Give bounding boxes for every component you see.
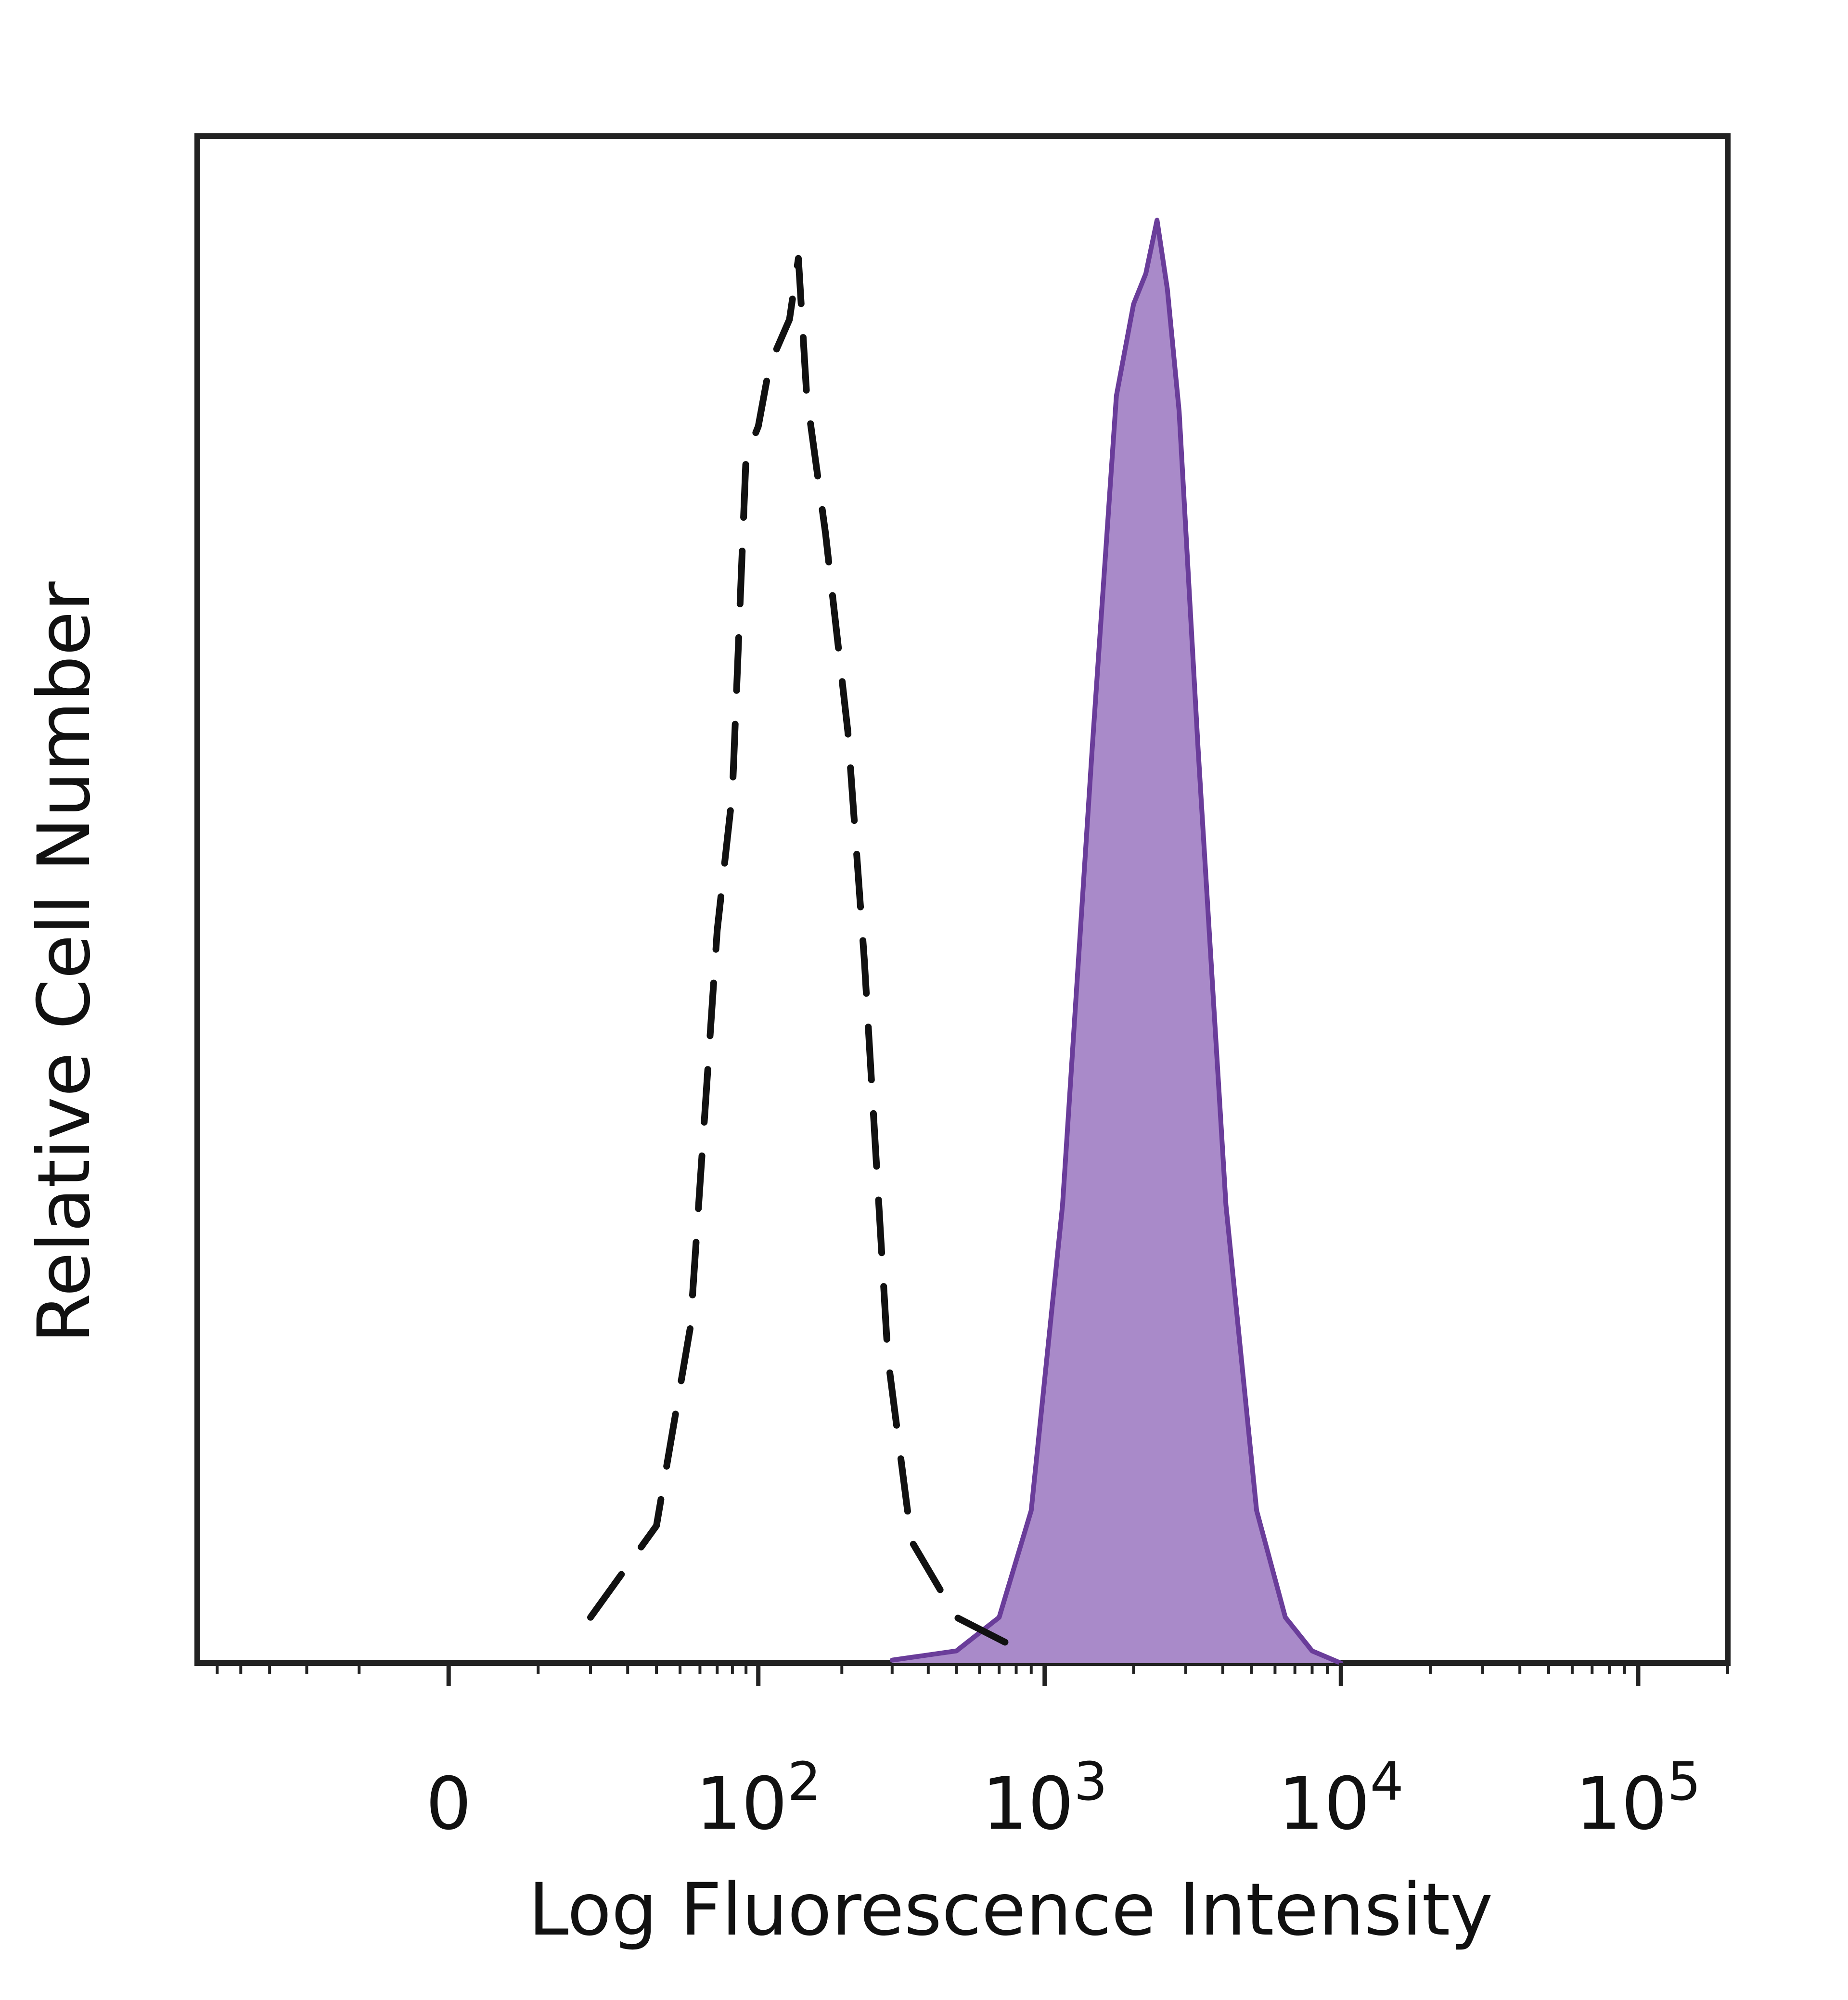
series-0-line — [587, 255, 1020, 1652]
x-axis-title: Log Fluorescence Intensity — [528, 1868, 1493, 1952]
plot-frame — [194, 133, 1731, 1666]
series-1-area — [892, 220, 1341, 1663]
x-axis-ticks — [216, 1663, 1729, 1686]
x-tick-label-1: 102 — [695, 1751, 821, 1846]
x-tick-label-4: 105 — [1576, 1751, 1701, 1846]
series-1-line — [889, 218, 1344, 1666]
x-axis-tick-labels: 0 102 103 104 105 — [425, 1751, 1701, 1846]
y-axis-title: Relative Cell Number — [23, 581, 106, 1344]
series-layer — [587, 218, 1344, 1666]
x-tick-label-2: 103 — [982, 1751, 1107, 1846]
x-tick-label-3: 104 — [1278, 1751, 1404, 1846]
x-tick-label-0: 0 — [425, 1762, 471, 1846]
